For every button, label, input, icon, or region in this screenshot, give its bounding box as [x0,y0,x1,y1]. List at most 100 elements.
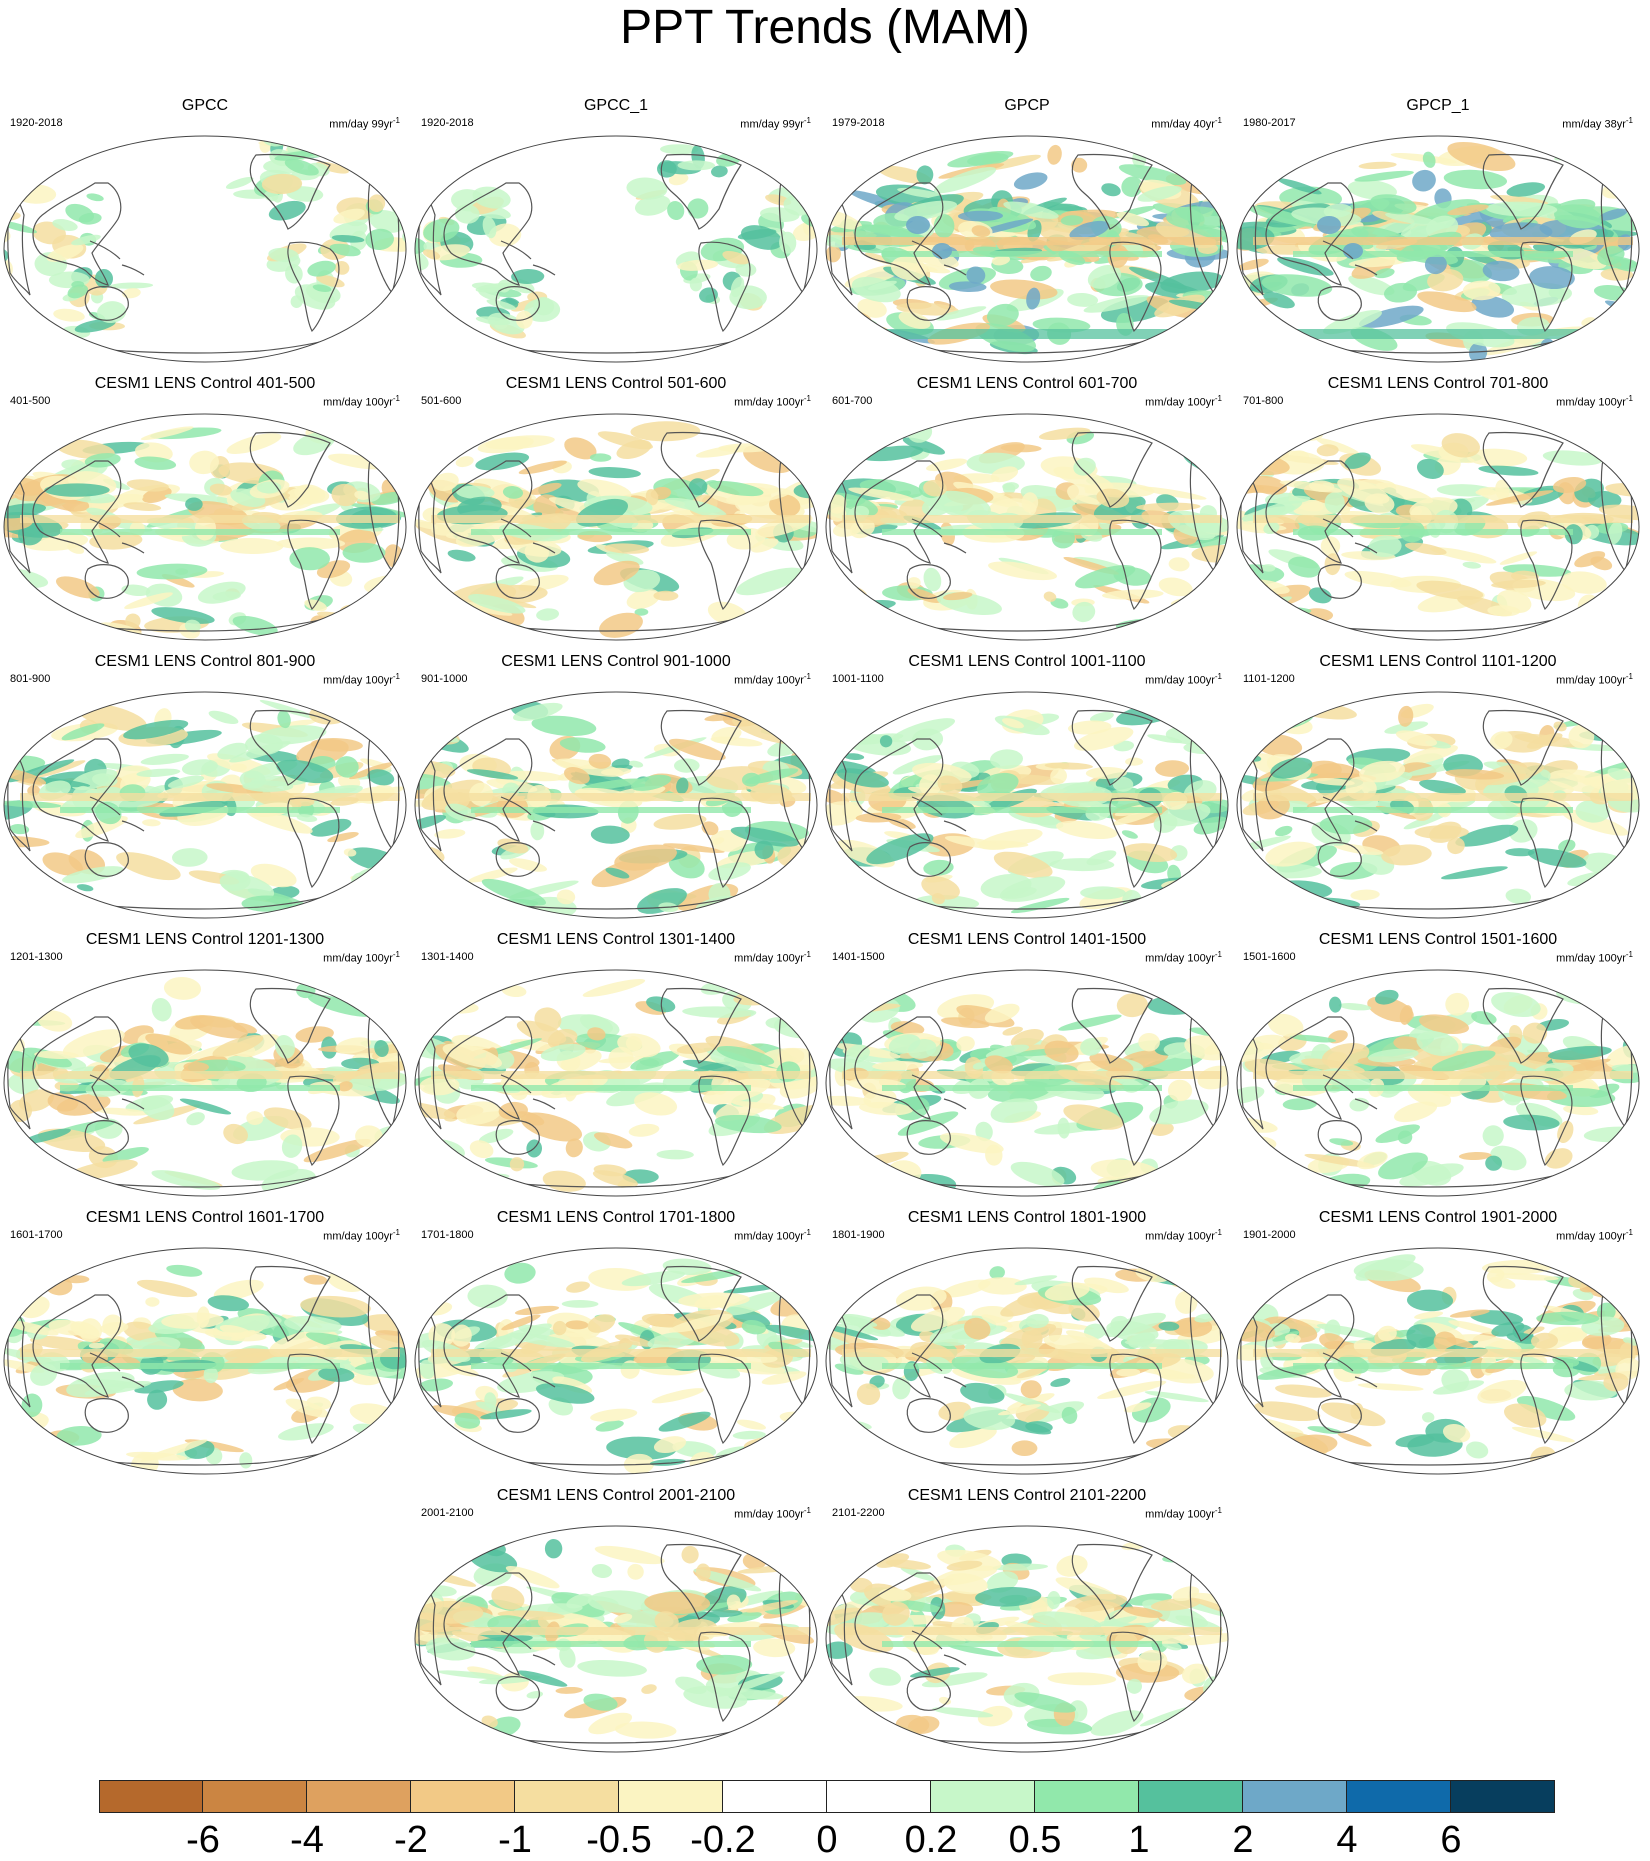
colorbar-swatch [827,1780,931,1813]
colorbar-label: -2 [394,1819,428,1861]
map-1 [414,135,818,363]
panel-period: 1601-1700 [10,1229,63,1241]
map-frame [1236,135,1640,363]
unit-text: mm/day 99yr [329,118,393,131]
trend-field [826,1541,1228,1745]
panel-title: CESM1 LENS Control 1401-1500 [907,931,1147,948]
unit-exponent: -1 [1214,672,1222,681]
trend-field [4,699,406,912]
unit-text: mm/day 100yr [734,1508,804,1521]
colorbar-swatch [307,1780,411,1813]
colorbar-swatch [1243,1780,1347,1813]
unit-text: mm/day 99yr [740,118,804,131]
colorbar-swatch [99,1780,203,1813]
unit-text: mm/day 100yr [323,396,393,409]
panel-period: 1920-2018 [10,117,63,129]
unit-exponent: -1 [1625,1228,1633,1237]
map-frame [3,969,407,1197]
map-8 [3,691,407,919]
panel-unit: mm/day 100yr-1 [734,1504,811,1522]
colorbar-label: 1 [1128,1819,1150,1861]
unit-exponent: -1 [803,1506,811,1515]
trend-field [415,421,817,638]
map-frame [825,1247,1229,1475]
map-panel: CESM1 LENS Control 1701-1800 1701-1800 mm/… [411,1209,821,1479]
panel-period: 1979-2018 [832,117,885,129]
colorbar-swatch [931,1780,1035,1813]
panel-title: GPCP [1004,97,1050,114]
panel-period: 1201-1300 [10,951,63,963]
unit-text: mm/day 40yr [1151,118,1215,131]
panel-period: 801-900 [10,673,51,685]
colorbar-label: -1 [498,1819,532,1861]
map-frame [1236,969,1640,1197]
panel-period: 2001-2100 [421,1507,474,1519]
unit-text: mm/day 100yr [1145,1508,1215,1521]
unit-exponent: -1 [803,394,811,403]
unit-exponent: -1 [1625,950,1633,959]
map-frame [414,1525,818,1753]
map-18 [825,1247,1229,1475]
colorbar-label: -4 [290,1819,324,1861]
colorbar-label: 2 [1232,1819,1254,1861]
colorbar-label: 0.2 [904,1819,958,1861]
map-panel: CESM1 LENS Control 501-600 501-600 mm/day … [411,375,821,645]
unit-exponent: -1 [1214,1228,1222,1237]
unit-text: mm/day 100yr [323,674,393,687]
panel-period: 1701-1800 [421,1229,474,1241]
trend-field [1237,141,1639,362]
panel-title: CESM1 LENS Control 901-1000 [501,653,731,670]
map-panel: CESM1 LENS Control 601-700 601-700 mm/day … [822,375,1232,645]
panel-title: CESM1 LENS Control 1801-1900 [907,1209,1147,1226]
panel-unit: mm/day 100yr-1 [734,392,811,410]
map-frame [414,1247,818,1475]
panel-title: CESM1 LENS Control 1601-1700 [85,1209,325,1226]
colorbar-swatch [1347,1780,1451,1813]
panel-unit: mm/day 99yr-1 [329,114,400,132]
panel-period: 901-1000 [421,673,468,685]
map-13 [414,969,818,1197]
map-14 [825,969,1229,1197]
colorbar-swatch [1139,1780,1243,1813]
trend-field [826,1261,1228,1462]
colorbar-swatch [723,1780,827,1813]
map-frame [414,413,818,641]
panel-period: 1001-1100 [832,673,884,685]
unit-exponent: -1 [1214,394,1222,403]
unit-text: mm/day 100yr [1145,952,1215,965]
map-panel: CESM1 LENS Control 1201-1300 1201-1300 mm/… [0,931,410,1201]
unit-exponent: -1 [1214,1506,1222,1515]
unit-text: mm/day 100yr [1145,396,1215,409]
panel-period: 501-600 [421,395,462,407]
map-5 [414,413,818,641]
map-frame [414,691,818,919]
map-panel: CESM1 LENS Control 801-900 801-900 mm/day … [0,653,410,923]
map-frame [3,413,407,641]
map-panel: GPCC_1 1920-2018 mm/day 99yr-1 [411,97,821,367]
map-frame [825,1525,1229,1753]
map-panel: CESM1 LENS Control 701-800 701-800 mm/day … [1233,375,1643,645]
colorbar-swatch [203,1780,307,1813]
trend-field [1237,976,1639,1192]
panel-unit: mm/day 100yr-1 [1556,670,1633,688]
unit-text: mm/day 100yr [1556,952,1626,965]
trend-field [1237,422,1639,622]
coastlines [829,153,1222,354]
panel-unit: mm/day 100yr-1 [734,670,811,688]
unit-text: mm/day 38yr [1562,118,1626,131]
trend-field [415,700,817,918]
trend-field [415,1257,817,1474]
panel-period: 601-700 [832,395,873,407]
panel-title: CESM1 LENS Control 2001-2100 [496,1487,736,1504]
panel-unit: mm/day 100yr-1 [1145,1504,1222,1522]
panel-title: CESM1 LENS Control 701-800 [1327,375,1549,392]
map-3 [1236,135,1640,363]
unit-exponent: -1 [803,1228,811,1237]
colorbar-swatch [515,1780,619,1813]
panel-title: CESM1 LENS Control 801-900 [94,653,316,670]
panel-unit: mm/day 100yr-1 [1556,392,1633,410]
panel-unit: mm/day 40yr-1 [1151,114,1222,132]
panel-period: 1301-1400 [421,951,474,963]
map-panel: CESM1 LENS Control 901-1000 901-1000 mm/da… [411,653,821,923]
map-panel: GPCP_1 1980-2017 mm/day 38yr-1 [1233,97,1643,367]
